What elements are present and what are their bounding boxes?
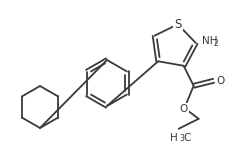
Text: 2: 2 bbox=[214, 39, 218, 48]
Text: NH: NH bbox=[202, 36, 217, 46]
Text: 3: 3 bbox=[180, 134, 184, 143]
Text: H: H bbox=[170, 133, 178, 143]
Text: O: O bbox=[179, 104, 188, 114]
Text: S: S bbox=[174, 18, 181, 31]
Text: O: O bbox=[217, 76, 225, 86]
Text: C: C bbox=[184, 133, 191, 143]
